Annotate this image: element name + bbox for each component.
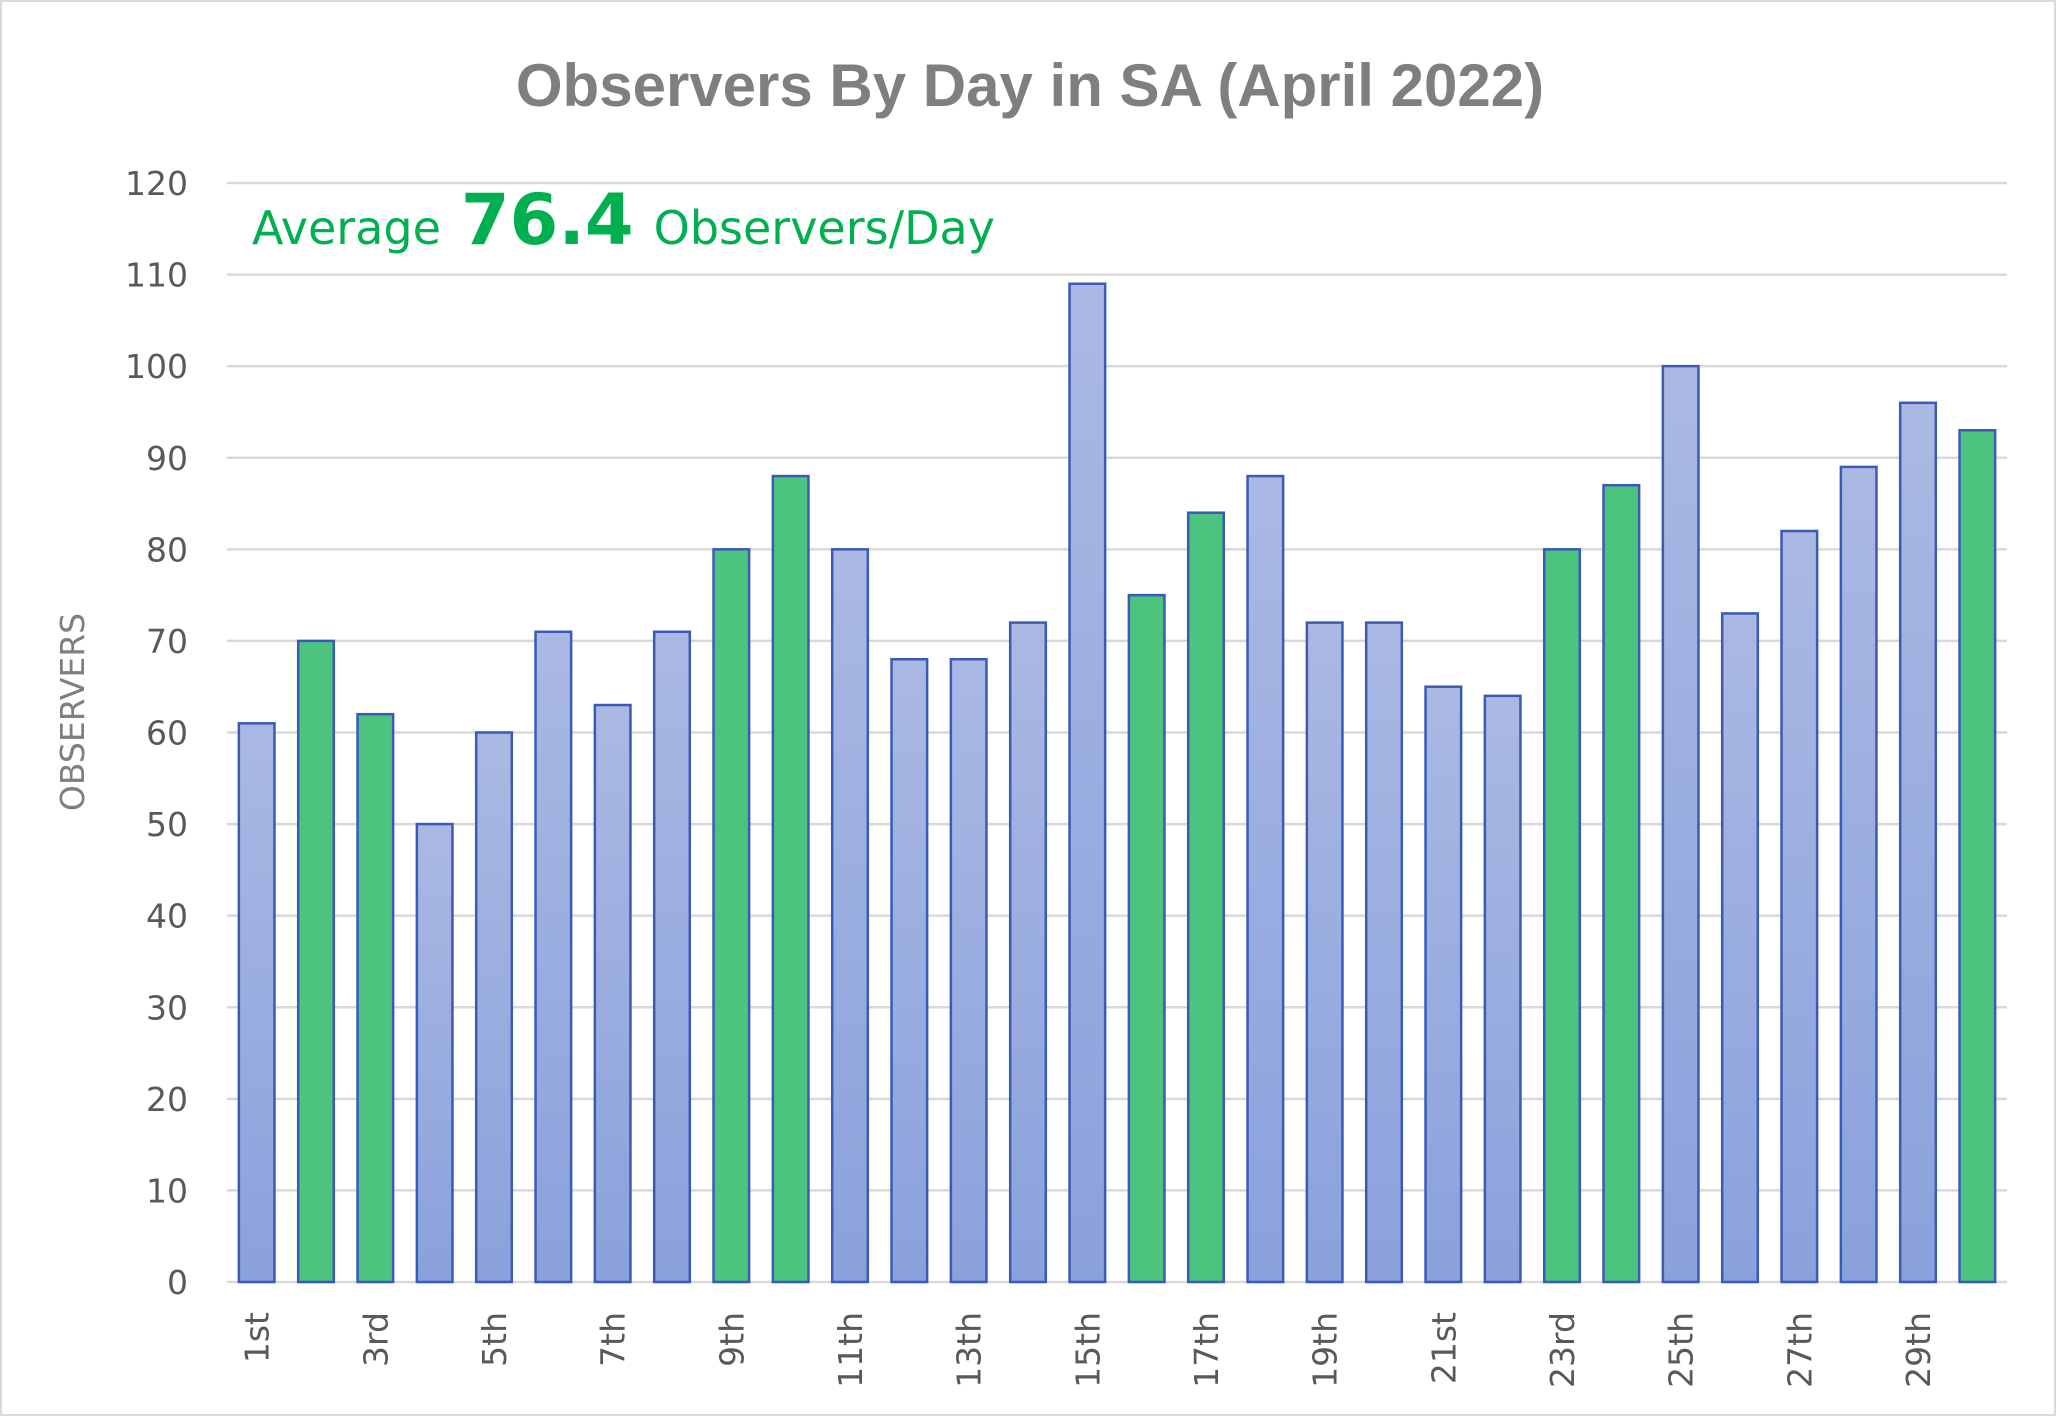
y-tick-label: 90 [146,439,188,478]
y-tick-label: 110 [125,256,188,295]
bar-7th [593,703,632,1284]
y-tick-label: 70 [146,622,188,661]
bar-30th [1958,429,1997,1284]
bar-27th [1780,529,1819,1284]
bar-2nd [296,639,336,1284]
bar-26th [1720,612,1760,1284]
bar-28th [1839,465,1878,1284]
y-tick-label: 50 [146,805,188,844]
bar-9th [712,548,751,1284]
x-tick-label: 25th [1662,1312,1701,1388]
bars [237,282,1997,1284]
average-annotation: Average 76.4 Observers/Day [252,179,995,261]
x-tick-label: 11th [831,1312,870,1388]
bar-21st [1424,685,1463,1284]
x-axis-ticks: 1st 3rd 5th 7th 9th 11th 13th 15th 17th 19th 21st 2… [238,1312,1938,1388]
bar-1st [237,722,276,1284]
x-tick-label: 15th [1068,1312,1107,1388]
x-tick-label: 3rd [356,1312,395,1367]
x-tick-label: 19th [1306,1312,1345,1388]
bar-24th [1602,483,1641,1284]
bar-20th [1364,621,1404,1284]
x-tick-label: 5th [475,1312,514,1367]
bar-23rd [1542,548,1582,1284]
bar-17th [1186,511,1226,1284]
bar-29th [1898,401,1938,1284]
y-axis-ticks: 0 10 20 30 40 50 60 70 80 90 100 110 120 [125,164,188,1302]
x-tick-label: 7th [594,1312,633,1367]
bar-18th [1246,474,1285,1284]
x-tick-label: 13th [950,1312,989,1388]
bar-6th [534,630,573,1284]
y-tick-label: 100 [125,347,188,386]
x-tick-label: 1st [238,1312,277,1363]
bar-8th [652,630,692,1284]
bar-19th [1305,621,1344,1284]
x-tick-label: 27th [1780,1312,1819,1388]
x-tick-label: 29th [1899,1312,1938,1388]
y-tick-label: 10 [146,1171,188,1210]
x-tick-label: 21st [1424,1312,1463,1384]
bar-14th [1008,621,1048,1284]
bar-4th [415,822,454,1284]
bar-25th [1661,364,1700,1284]
x-tick-label: 23rd [1543,1312,1582,1388]
y-tick-label: 40 [146,897,188,936]
y-tick-label: 80 [146,530,188,569]
bar-11th [830,548,870,1284]
average-prefix: Average [252,201,441,255]
y-tick-label: 30 [146,988,188,1027]
bar-13th [949,657,988,1284]
bar-16th [1127,593,1166,1284]
bar-5th [474,731,514,1284]
gridlines [227,181,2007,1284]
y-tick-label: 60 [146,714,188,753]
bar-10th [771,474,810,1284]
bar-12th [890,657,929,1284]
y-tick-label: 0 [167,1263,188,1302]
x-tick-label: 17th [1187,1312,1226,1388]
y-tick-label: 20 [146,1080,188,1119]
average-value: 76.4 [461,179,634,261]
y-axis-label: OBSERVERS [53,613,92,811]
y-tick-label: 120 [125,164,188,203]
bar-15th [1068,282,1107,1284]
bar-22nd [1483,694,1522,1284]
average-suffix: Observers/Day [654,201,995,255]
bar-3rd [356,712,395,1284]
chart-title: Observers By Day in SA (April 2022) [516,52,1544,119]
x-tick-label: 9th [712,1312,751,1367]
